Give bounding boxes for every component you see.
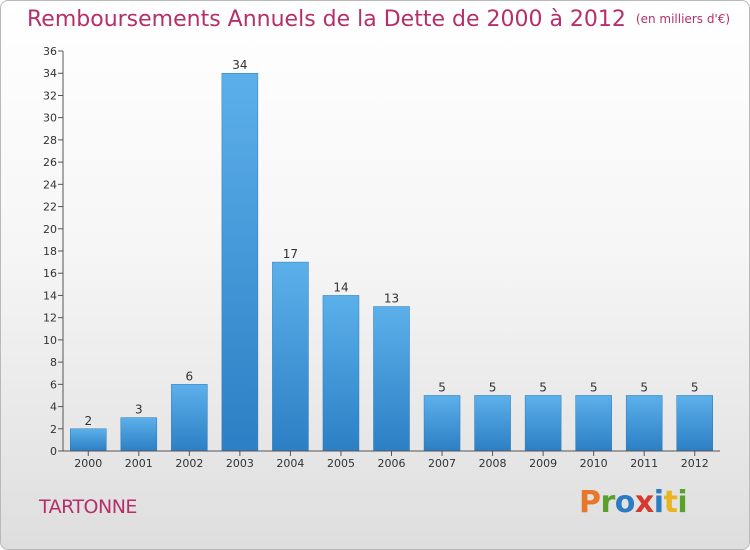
bar-2006 [373,306,410,452]
chart-title: Remboursements Annuels de la Dette de 20… [27,7,626,32]
x-tick-label-2003: 2003 [226,457,254,470]
data-label-2008: 5 [489,380,497,394]
y-tick-label: 32 [43,89,57,102]
x-tick-label-2002: 2002 [175,457,203,470]
x-tick-label-2005: 2005 [327,457,355,470]
y-tick-label: 14 [43,289,57,302]
bar-2004 [272,261,309,452]
bar-2007 [423,395,461,452]
y-tick-label: 28 [43,134,57,147]
y-tick-label: 22 [43,201,57,214]
x-tick-label-2006: 2006 [378,457,406,470]
bar-2010 [575,395,612,452]
y-tick-label: 30 [43,112,57,125]
chart-unit-note: (en milliers d'€) [635,12,731,26]
x-axis: 2000 2001 2002 2003 2004 2005 2006 2007 2008 2009… [63,450,720,470]
data-label-2010: 5 [590,380,598,394]
x-tick-label-2007: 2007 [428,457,456,470]
x-tick-label-2011: 2011 [630,457,658,470]
data-label-2006: 13 [384,292,399,306]
y-tick-label: 0 [50,445,57,458]
y-tick-label: 12 [43,312,57,325]
bar-2009 [524,395,562,452]
x-tick-label-2012: 2012 [681,457,709,470]
data-label-2009: 5 [539,380,547,394]
data-label-2000: 2 [84,414,92,428]
x-tick-label-2009: 2009 [529,457,557,470]
y-tick-label: 18 [43,245,57,258]
y-tick-label: 26 [43,156,57,169]
y-tick-label: 8 [50,356,57,369]
bar-2003 [221,72,259,452]
bar-2001 [120,417,158,452]
bar-2005 [322,295,360,452]
y-tick-label: 2 [50,423,57,436]
data-label-2002: 6 [186,369,194,383]
y-tick-label: 6 [50,378,57,391]
bar-2011 [625,395,663,452]
proxiti-logo[interactable]: Proxiti [579,485,688,520]
y-tick-label: 34 [43,67,57,80]
x-tick-label-2001: 2001 [125,457,153,470]
bars-group: 2 3 6 34 17 14 13 5 5 5 5 5 5 [70,58,713,452]
y-tick-label: 24 [43,178,57,191]
data-label-2004: 17 [283,247,298,261]
data-label-2012: 5 [691,380,699,394]
bar-2000 [70,428,107,452]
chart-title-block: Remboursements Annuels de la Dette de 20… [27,7,730,32]
y-tick-label: 16 [43,267,57,280]
y-tick-label: 10 [43,334,57,347]
data-label-2003: 34 [232,58,247,72]
y-tick-label: 4 [50,401,57,414]
x-tick-label-2010: 2010 [580,457,608,470]
y-tick-label: 20 [43,223,57,236]
data-label-2011: 5 [640,380,648,394]
x-tick-label-2004: 2004 [276,457,304,470]
x-tick-label-2000: 2000 [74,457,102,470]
data-label-2007: 5 [438,380,446,394]
bar-2008 [474,395,511,452]
data-label-2001: 3 [135,403,143,417]
bar-2012 [676,395,713,452]
data-label-2005: 14 [333,280,348,294]
commune-name: TARTONNE [39,496,137,518]
y-tick-label: 36 [43,45,57,58]
bar-2002 [171,384,208,452]
x-tick-label-2008: 2008 [479,457,507,470]
